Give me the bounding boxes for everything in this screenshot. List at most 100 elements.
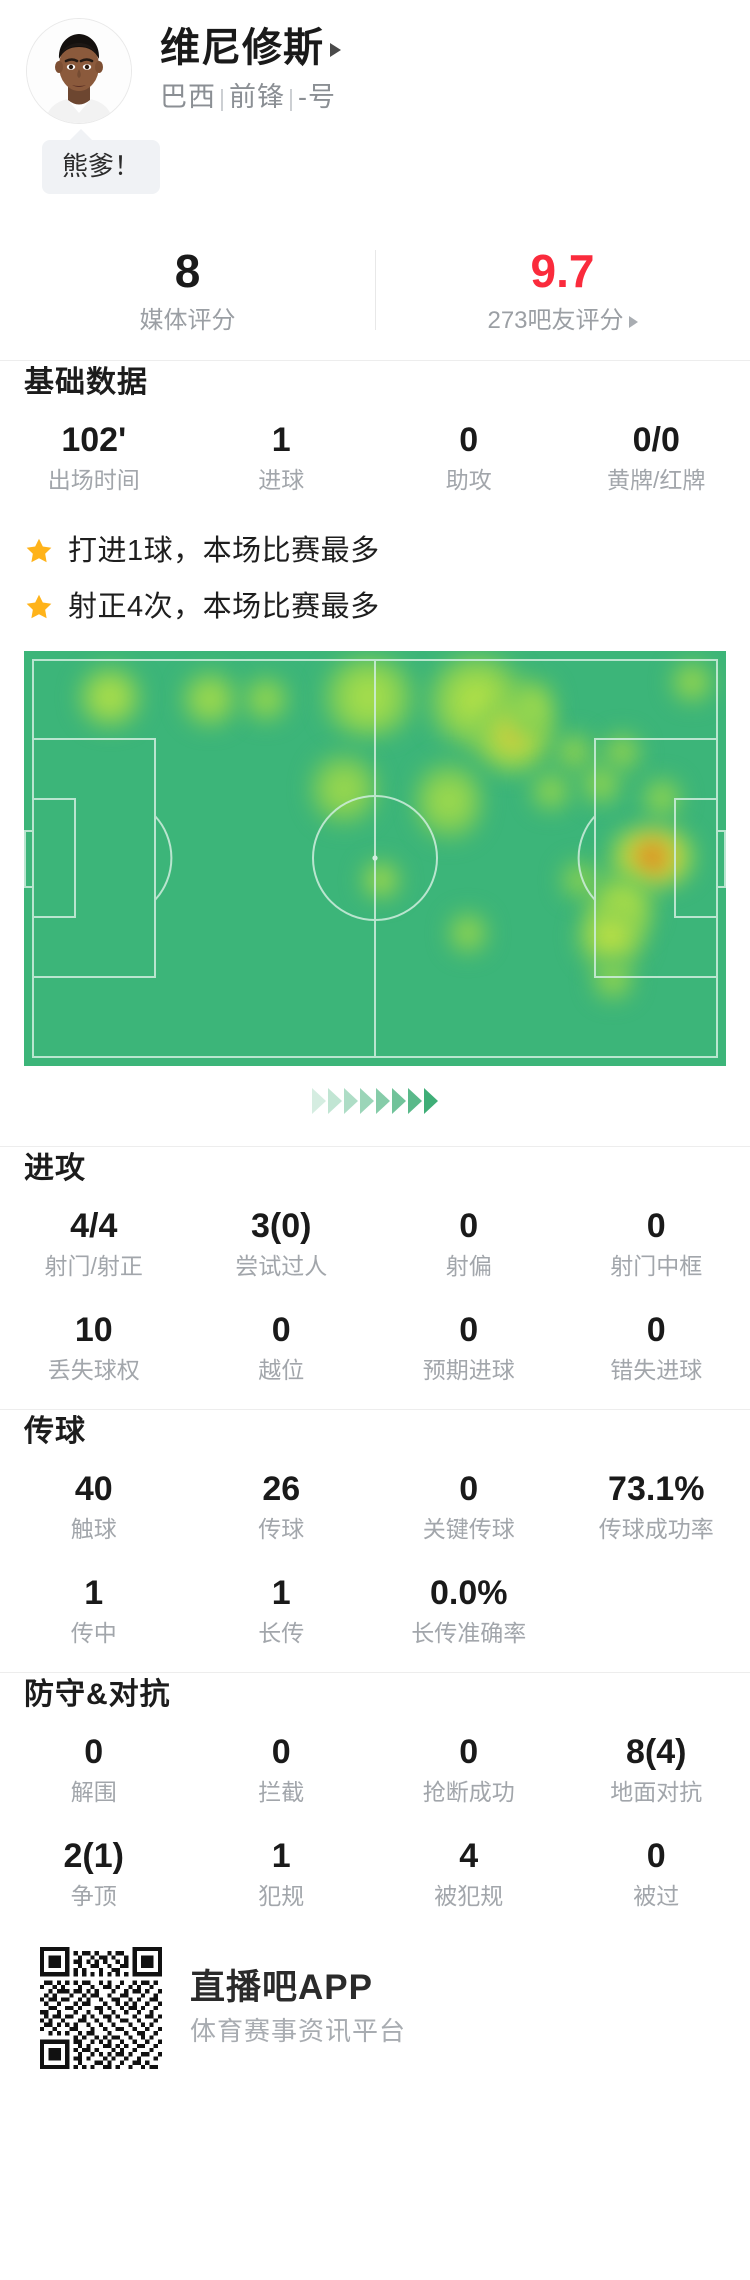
stat-label: 助攻 bbox=[445, 467, 492, 493]
rating-media-label: 媒体评分 bbox=[140, 306, 236, 336]
stat-cell: 2(1) 争顶 bbox=[0, 1821, 188, 1925]
stat-label: 射门中框 bbox=[610, 1253, 703, 1279]
meta-separator-2: | bbox=[287, 85, 295, 111]
stat-cell: 0 预期进球 bbox=[375, 1295, 563, 1399]
stat-value: 1 bbox=[271, 1837, 291, 1875]
chevron-right-icon bbox=[408, 1088, 422, 1114]
stat-label: 传球 bbox=[258, 1516, 305, 1542]
section-title-attack: 进攻 bbox=[24, 1152, 86, 1185]
heat-blob bbox=[314, 657, 424, 737]
footer-text: 直播吧APP 体育赛事资讯平台 bbox=[190, 1966, 406, 2050]
stat-cell: 0 解围 bbox=[0, 1717, 188, 1821]
heat-blob bbox=[670, 659, 714, 705]
chevron-right-icon bbox=[328, 1088, 342, 1114]
stat-label: 关键传球 bbox=[422, 1516, 515, 1542]
stat-label: 地面对抗 bbox=[610, 1779, 703, 1805]
stat-cell: 10 丢失球权 bbox=[0, 1295, 188, 1399]
rating-fans[interactable]: 9.7 273吧友评分 bbox=[375, 244, 750, 336]
stat-cell: 0/0 黄牌/红牌 bbox=[563, 405, 750, 509]
player-country: 巴西 bbox=[160, 82, 216, 112]
stat-value: 8(4) bbox=[626, 1733, 687, 1771]
stat-cell: 0 被过 bbox=[563, 1821, 750, 1925]
section-title-defense: 防守&对抗 bbox=[24, 1678, 171, 1711]
stat-value: 0 bbox=[646, 1311, 666, 1349]
stat-cell: 26 传球 bbox=[188, 1454, 376, 1558]
stat-value: 40 bbox=[74, 1470, 113, 1508]
stat-label: 争顶 bbox=[70, 1883, 117, 1909]
heat-blob bbox=[179, 669, 241, 729]
highlight-row: 打进1球，本场比赛最多 bbox=[24, 523, 750, 579]
chevron-right-icon bbox=[424, 1088, 438, 1114]
highlights: 打进1球，本场比赛最多 射正4次，本场比赛最多 bbox=[0, 509, 750, 645]
player-name-row[interactable]: 维尼修斯 bbox=[160, 24, 341, 72]
stat-cell: 40 触球 bbox=[0, 1454, 188, 1558]
qr-code-icon[interactable] bbox=[40, 1947, 162, 2069]
app-name: 直播吧APP bbox=[190, 1968, 373, 2007]
heat-blob bbox=[448, 909, 488, 957]
divider bbox=[0, 1146, 750, 1147]
player-tag-wrap: 熊爹！ bbox=[42, 129, 161, 194]
pitch-lines bbox=[24, 659, 726, 1058]
highlight-text: 打进1球，本场比赛最多 bbox=[68, 535, 380, 567]
stat-value: 26 bbox=[262, 1470, 301, 1508]
rating-media: 8 媒体评分 bbox=[0, 244, 375, 336]
stat-value: 4/4 bbox=[70, 1207, 118, 1245]
stat-label: 射门/射正 bbox=[44, 1253, 143, 1279]
heatmap-layer bbox=[24, 651, 726, 1066]
chevron-right-icon[interactable] bbox=[330, 43, 341, 57]
stat-value: 4 bbox=[459, 1837, 479, 1875]
stat-value: 0 bbox=[271, 1311, 291, 1349]
stat-label: 被犯规 bbox=[434, 1883, 504, 1909]
rating-media-label-text: 媒体评分 bbox=[139, 307, 236, 334]
stat-grid-defense: 0 解围 0 拦截 0 抢断成功 8(4) 地面对抗 2(1) 争顶 1 犯规 … bbox=[0, 1717, 750, 1925]
heat-blob bbox=[510, 671, 554, 745]
star-icon bbox=[26, 594, 52, 619]
heat-blob bbox=[580, 761, 622, 807]
chevron-right-icon bbox=[376, 1088, 390, 1114]
heat-blob bbox=[592, 955, 634, 1003]
stat-value: 0 bbox=[459, 1311, 479, 1349]
stat-label: 传中 bbox=[70, 1620, 117, 1646]
stat-label: 射偏 bbox=[445, 1253, 492, 1279]
section-title-basic: 基础数据 bbox=[24, 366, 148, 399]
stat-value: 0 bbox=[459, 421, 479, 459]
chevron-right-icon[interactable] bbox=[628, 316, 638, 328]
stat-cell: 0 抢断成功 bbox=[375, 1717, 563, 1821]
star-icon bbox=[26, 538, 52, 563]
stat-value: 10 bbox=[74, 1311, 113, 1349]
rating-fans-label-text: 273吧友评分 bbox=[487, 307, 624, 334]
divider bbox=[0, 1409, 750, 1410]
stat-grid-passing: 40 触球 26 传球 0 关键传球 73.1% 传球成功率 1 传中 1 长传… bbox=[0, 1454, 750, 1662]
stat-grid-basic: 102' 出场时间 1 进球 0 助攻 0/0 黄牌/红牌 bbox=[0, 405, 750, 509]
stat-label: 触球 bbox=[70, 1516, 117, 1542]
stat-cell: 0 错失进球 bbox=[563, 1295, 750, 1399]
stat-value: 2(1) bbox=[63, 1837, 124, 1875]
rating-media-value: 8 bbox=[174, 245, 201, 297]
stat-cell: 0 关键传球 bbox=[375, 1454, 563, 1558]
stat-cell: 0 越位 bbox=[188, 1295, 376, 1399]
player-number: -号 bbox=[297, 82, 336, 112]
heat-blob bbox=[416, 755, 482, 847]
stat-cell: 4/4 射门/射正 bbox=[0, 1191, 188, 1295]
highlight-text: 射正4次，本场比赛最多 bbox=[68, 591, 380, 623]
rating-fans-label[interactable]: 273吧友评分 bbox=[487, 306, 638, 336]
stat-label: 犯规 bbox=[258, 1883, 305, 1909]
player-name: 维尼修斯 bbox=[160, 26, 324, 70]
stat-value: 1 bbox=[271, 1574, 291, 1612]
stat-value: 0 bbox=[84, 1733, 104, 1771]
stat-cell: 1 传中 bbox=[0, 1558, 188, 1662]
heat-blob bbox=[310, 749, 378, 829]
ratings-row: 8 媒体评分 9.7 273吧友评分 bbox=[0, 230, 750, 350]
heatmap-pitch[interactable] bbox=[24, 651, 726, 1066]
player-meta: 巴西 | 前锋 | -号 bbox=[160, 76, 341, 119]
stat-label: 丢失球权 bbox=[47, 1357, 140, 1383]
heat-blob bbox=[360, 859, 402, 901]
stat-cell: 1 长传 bbox=[188, 1558, 376, 1662]
section-defense: 防守&对抗 0 解围 0 拦截 0 抢断成功 8(4) 地面对抗 2(1) 争顶… bbox=[0, 1673, 750, 1925]
stat-label: 抢断成功 bbox=[422, 1779, 515, 1805]
stat-value: 0 bbox=[459, 1207, 479, 1245]
stat-label: 越位 bbox=[258, 1357, 305, 1383]
avatar bbox=[26, 18, 132, 124]
divider bbox=[0, 1672, 750, 1673]
player-tag[interactable]: 熊爹！ bbox=[42, 129, 161, 194]
